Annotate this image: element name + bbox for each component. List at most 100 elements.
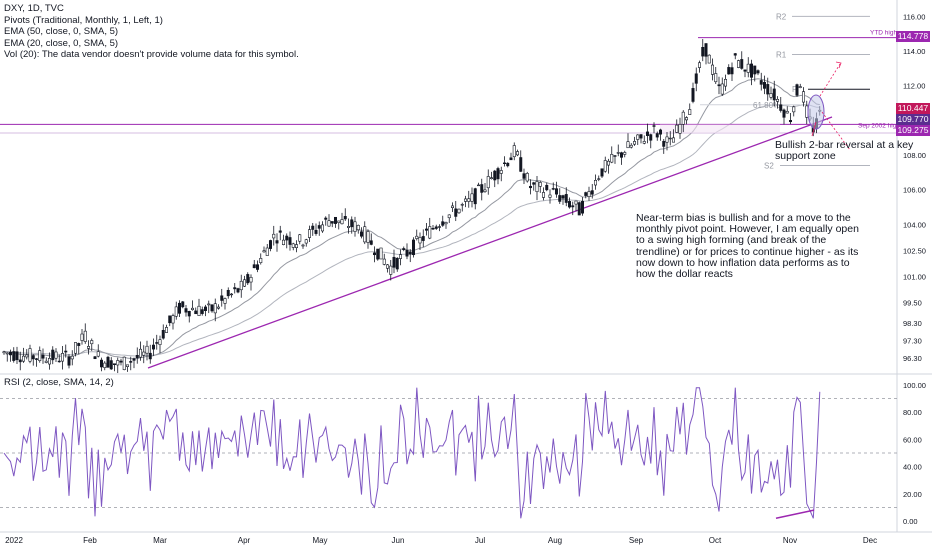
candle-body xyxy=(753,65,757,75)
pivot-label-s2: S2 xyxy=(764,161,774,170)
candle-body xyxy=(265,247,269,256)
analysis-note: Near-term bias is bullish and for a move… xyxy=(636,212,859,281)
candle-body xyxy=(688,109,692,115)
price-tick-label: 102.50 xyxy=(903,246,926,255)
candle-body xyxy=(93,356,97,360)
candle-body xyxy=(649,134,653,141)
candle-body xyxy=(376,248,380,260)
candle-body xyxy=(187,311,191,317)
candle-body xyxy=(291,243,295,248)
candle-body xyxy=(327,220,331,227)
candle-body xyxy=(152,344,156,350)
candle-body xyxy=(515,151,519,156)
candle-body xyxy=(545,184,549,191)
candle-body xyxy=(694,73,698,84)
candle-body xyxy=(25,354,29,358)
price-tick-label: 114.00 xyxy=(903,47,925,56)
candle-body xyxy=(213,303,217,314)
candle-body xyxy=(18,359,22,363)
candle-body xyxy=(405,249,409,257)
candle-body xyxy=(363,226,367,243)
time-tick-label: Sep xyxy=(629,536,644,545)
candle-body xyxy=(83,330,87,342)
candle-body xyxy=(255,264,259,270)
candle-body xyxy=(80,333,84,341)
price-badge-ytd-high: 114.778 xyxy=(896,31,930,42)
candle-body xyxy=(528,185,532,189)
price-tick-label: 112.00 xyxy=(903,82,925,91)
candle-body xyxy=(392,256,396,268)
time-tick-label: Feb xyxy=(83,536,97,545)
time-tick-label: Jul xyxy=(475,536,485,545)
candle-body xyxy=(178,302,182,314)
candle-body xyxy=(158,339,162,345)
candle-body xyxy=(70,355,74,360)
candle-body xyxy=(421,236,425,241)
candle-body xyxy=(629,144,633,148)
time-tick-label: Dec xyxy=(863,536,877,545)
candle-body xyxy=(246,274,250,284)
candle-body xyxy=(701,46,705,57)
candle-body xyxy=(730,67,734,75)
candle-body xyxy=(441,221,445,226)
candle-body xyxy=(288,237,292,245)
candle-body xyxy=(493,170,497,181)
support-zone xyxy=(660,124,780,133)
pivot-label-r2: R2 xyxy=(776,12,787,21)
candle-body xyxy=(463,198,467,202)
candle-body xyxy=(496,168,500,180)
legend-volume[interactable]: Vol (20): The data vendor doesn't provid… xyxy=(4,49,299,60)
legend-ema50[interactable]: EMA (50, close, 0, SMA, 5) xyxy=(4,26,119,37)
candle-body xyxy=(165,327,169,333)
candle-body xyxy=(197,305,201,316)
candle-body xyxy=(590,190,594,195)
candle-body xyxy=(623,152,627,155)
candle-body xyxy=(239,280,243,291)
candle-body xyxy=(54,351,58,359)
legend-symbol[interactable]: DXY, 1D, TVC xyxy=(4,3,64,14)
candle-body xyxy=(467,198,471,202)
candle-body xyxy=(551,188,555,190)
candle-body xyxy=(681,111,685,125)
candle-body xyxy=(444,222,448,225)
candle-body xyxy=(626,141,630,149)
candle-body xyxy=(772,88,776,101)
candle-body xyxy=(181,301,185,308)
candle-body xyxy=(31,355,35,360)
candle-body xyxy=(460,204,464,206)
rsi-tick-label: 60.00 xyxy=(903,435,922,444)
candle-body xyxy=(106,356,110,368)
candle-body xyxy=(119,360,123,363)
price-tick-label: 104.00 xyxy=(903,220,926,229)
candle-body xyxy=(333,216,337,224)
candle-body xyxy=(684,117,688,121)
candle-body xyxy=(619,152,623,158)
candle-body xyxy=(350,219,354,228)
time-tick-label: Jun xyxy=(392,536,405,545)
candle-body xyxy=(200,309,204,314)
candle-body xyxy=(736,60,740,68)
candle-body xyxy=(301,244,305,247)
candle-body xyxy=(372,252,376,256)
candle-body xyxy=(519,157,523,172)
legend-ema20[interactable]: EMA (20, close, 0, SMA, 5) xyxy=(4,37,119,49)
candle-body xyxy=(447,214,451,219)
candle-body xyxy=(340,219,344,225)
candle-body xyxy=(610,154,614,163)
candle-body xyxy=(740,59,744,69)
rsi-legend[interactable]: RSI (2, close, SMA, 14, 2) xyxy=(4,377,114,388)
ema20-line xyxy=(3,78,820,360)
candle-body xyxy=(632,141,636,145)
candle-body xyxy=(109,360,113,370)
legend-pivots[interactable]: Pivots (Traditional, Monthly, 1, Left, 1… xyxy=(4,14,163,26)
candle-body xyxy=(561,195,565,199)
rsi-tick-label: 0.00 xyxy=(903,517,918,526)
candle-body xyxy=(489,177,493,180)
candle-body xyxy=(665,136,669,143)
candle-body xyxy=(506,162,510,167)
candle-body xyxy=(385,264,389,269)
candle-body xyxy=(636,134,640,140)
candle-body xyxy=(142,351,146,356)
candle-body xyxy=(714,73,718,83)
